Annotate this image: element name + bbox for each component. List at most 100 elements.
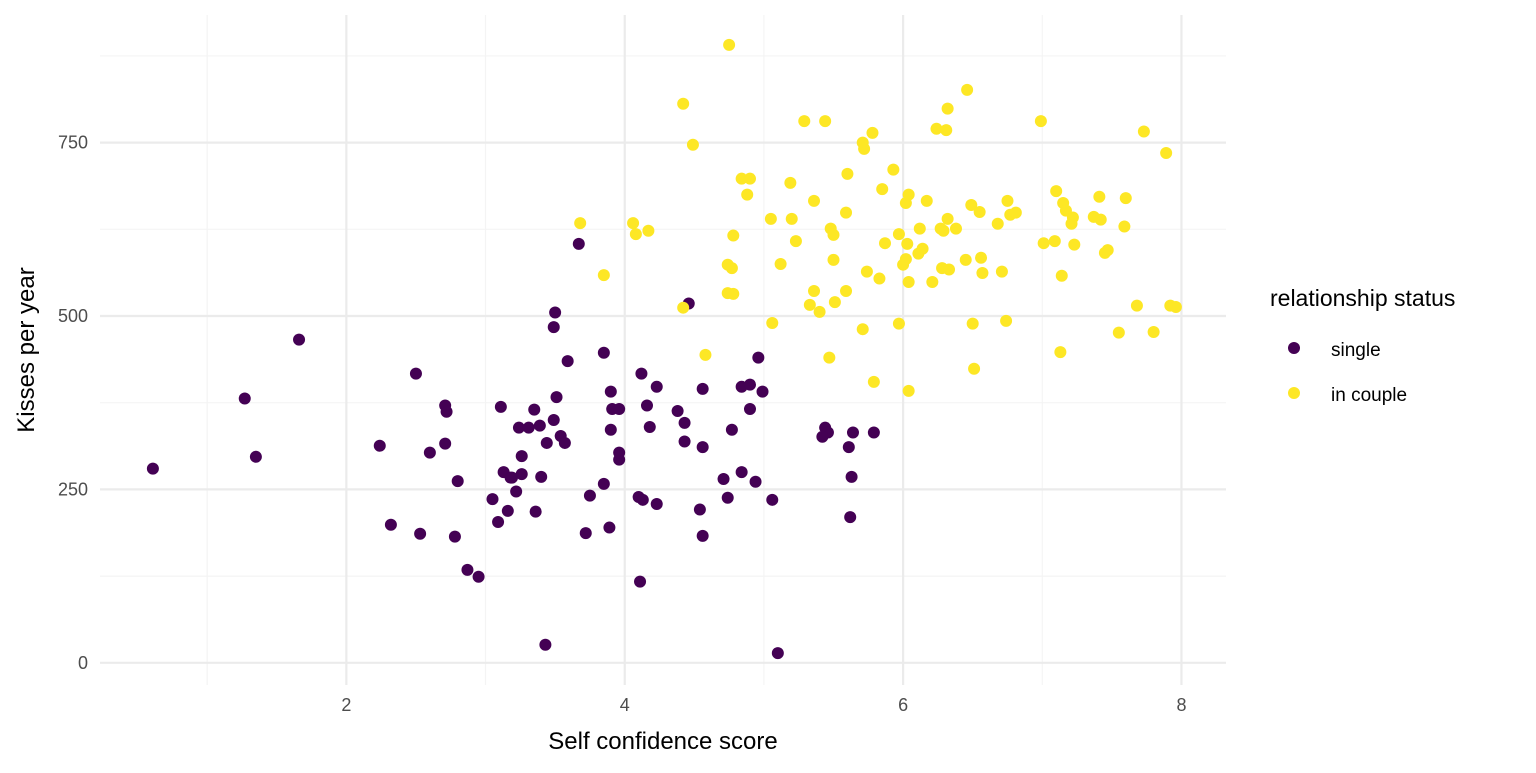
point-single xyxy=(550,391,563,404)
point-in-couple xyxy=(597,269,610,282)
point-single xyxy=(717,473,730,486)
point-in-couple xyxy=(959,253,972,266)
point-in-couple xyxy=(941,212,954,225)
point-in-couple xyxy=(813,305,826,318)
point-in-couple xyxy=(902,276,915,289)
legend: relationship status single in couple xyxy=(1270,285,1455,406)
x-axis-title: Self confidence score xyxy=(548,728,777,755)
point-in-couple xyxy=(827,253,840,266)
point-in-couple xyxy=(840,206,853,219)
point-in-couple xyxy=(1137,125,1150,138)
point-in-couple xyxy=(1094,213,1107,226)
point-single xyxy=(492,516,505,529)
point-single xyxy=(749,475,762,488)
point-single xyxy=(845,470,858,483)
point-in-couple xyxy=(1050,185,1063,198)
point-in-couple xyxy=(1112,326,1125,339)
point-single xyxy=(451,475,464,488)
point-in-couple xyxy=(920,194,933,207)
point-in-couple xyxy=(858,142,871,155)
point-in-couple xyxy=(725,262,738,275)
point-in-couple xyxy=(1068,238,1081,251)
point-in-couple xyxy=(1101,244,1114,257)
point-single xyxy=(650,497,663,510)
point-in-couple xyxy=(940,124,953,137)
point-in-couple xyxy=(899,253,912,266)
point-in-couple xyxy=(892,228,905,241)
point-in-couple xyxy=(785,212,798,225)
point-in-couple xyxy=(968,362,981,375)
x-tick-label: 4 xyxy=(620,695,630,715)
point-in-couple xyxy=(901,237,914,250)
point-single xyxy=(549,306,562,319)
point-single xyxy=(643,420,656,433)
x-tick-label: 2 xyxy=(341,695,351,715)
point-single xyxy=(597,477,610,490)
point-in-couple xyxy=(1048,235,1061,248)
point-in-couple xyxy=(941,102,954,115)
point-in-couple xyxy=(887,163,900,176)
point-single xyxy=(613,446,626,459)
point-in-couple xyxy=(1118,220,1131,233)
point-single xyxy=(510,485,523,498)
point-in-couple xyxy=(1169,300,1182,313)
point-in-couple xyxy=(966,317,979,330)
point-single xyxy=(752,351,765,364)
legend-key-single xyxy=(1288,342,1300,354)
point-single xyxy=(414,527,427,540)
point-single xyxy=(461,563,474,576)
point-in-couple xyxy=(860,265,873,278)
point-single xyxy=(816,430,829,443)
point-in-couple xyxy=(991,217,1004,230)
point-single xyxy=(533,419,546,432)
point-single xyxy=(735,466,748,479)
legend-label-single: single xyxy=(1331,340,1381,361)
point-in-couple xyxy=(735,172,748,185)
point-in-couple xyxy=(937,224,950,237)
point-in-couple xyxy=(819,115,832,128)
point-in-couple xyxy=(961,83,974,96)
point-single xyxy=(604,385,617,398)
point-in-couple xyxy=(677,301,690,314)
point-in-couple xyxy=(902,188,915,201)
point-single xyxy=(540,436,553,449)
point-single xyxy=(512,421,525,434)
point-in-couple xyxy=(1009,206,1022,219)
point-single xyxy=(634,575,647,588)
point-in-couple xyxy=(1065,217,1078,230)
point-single xyxy=(603,521,616,534)
point-single xyxy=(842,441,855,454)
point-in-couple xyxy=(808,194,821,207)
point-single xyxy=(522,421,535,434)
point-in-couple xyxy=(774,257,787,270)
point-in-couple xyxy=(1160,147,1173,160)
point-in-couple xyxy=(840,285,853,298)
point-single xyxy=(636,493,649,506)
point-single xyxy=(539,638,552,651)
point-in-couple xyxy=(949,222,962,235)
y-tick-label: 750 xyxy=(58,133,88,153)
point-single xyxy=(486,493,499,506)
point-in-couple xyxy=(916,242,929,255)
point-single xyxy=(529,505,542,518)
point-single xyxy=(650,380,663,393)
point-single xyxy=(572,237,585,250)
point-single xyxy=(743,378,756,391)
point-in-couple xyxy=(784,176,797,189)
point-single xyxy=(579,527,592,540)
point-in-couple xyxy=(995,265,1008,278)
point-in-couple xyxy=(823,351,836,364)
x-tick-labels: 2 4 6 8 xyxy=(341,695,1186,715)
point-single xyxy=(494,400,507,413)
point-single xyxy=(743,402,756,415)
point-single xyxy=(771,647,784,660)
point-in-couple xyxy=(808,285,821,298)
legend-label-in-couple: in couple xyxy=(1331,385,1407,406)
point-single xyxy=(384,518,397,531)
y-tick-labels: 0 250 500 750 xyxy=(58,133,88,673)
point-in-couple xyxy=(976,267,989,280)
point-single xyxy=(558,436,571,449)
point-single xyxy=(423,446,436,459)
point-single xyxy=(844,511,857,524)
point-single xyxy=(293,333,306,346)
